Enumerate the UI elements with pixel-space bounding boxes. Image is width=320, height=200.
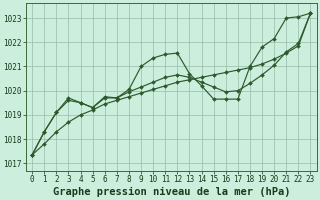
X-axis label: Graphe pression niveau de la mer (hPa): Graphe pression niveau de la mer (hPa): [52, 186, 290, 197]
